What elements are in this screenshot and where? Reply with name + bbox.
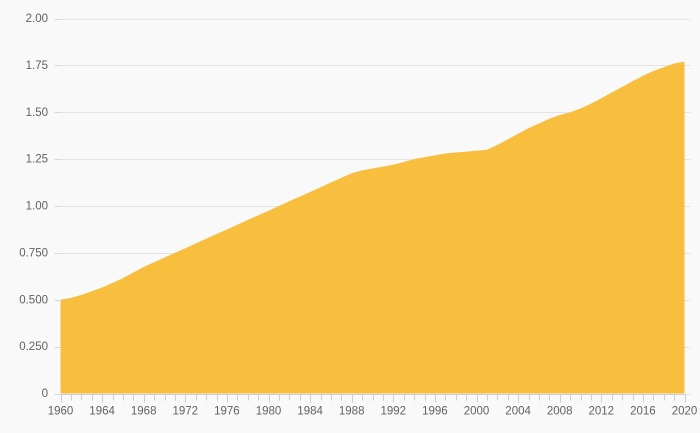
- x-axis-label-2008: 2008: [547, 406, 573, 418]
- x-axis-label-2000: 2000: [464, 406, 490, 418]
- y-axis-label-1.25: 1.25: [26, 154, 48, 166]
- x-axis-label-1992: 1992: [381, 406, 407, 418]
- y-tick-marks-group: [54, 19, 61, 395]
- area-series-group: [60, 61, 685, 394]
- y-axis-label-0: 0: [42, 388, 48, 400]
- area-series-value: [60, 61, 685, 394]
- x-axis-label-1996: 1996: [422, 406, 448, 418]
- y-axis-label-0.500: 0.500: [19, 294, 48, 306]
- x-axis-label-1968: 1968: [131, 406, 157, 418]
- x-axis-label-2016: 2016: [630, 406, 656, 418]
- y-axis-label-2.00: 2.00: [26, 13, 48, 25]
- y-axis-label-0.250: 0.250: [19, 341, 48, 353]
- x-axis-label-1976: 1976: [214, 406, 240, 418]
- y-axis-label-1.00: 1.00: [26, 201, 48, 213]
- y-axis-label-0.750: 0.750: [19, 247, 48, 259]
- x-axis-label-1988: 1988: [339, 406, 365, 418]
- x-axis-label-1960: 1960: [48, 406, 74, 418]
- x-axis-label-1972: 1972: [173, 406, 199, 418]
- x-axis-label-2012: 2012: [589, 406, 615, 418]
- x-axis-label-2020: 2020: [672, 406, 698, 418]
- y-axis-label-1.50: 1.50: [26, 107, 48, 119]
- y-axis-label-1.75: 1.75: [26, 60, 48, 72]
- x-axis-label-2004: 2004: [505, 406, 531, 418]
- x-axis-label-1980: 1980: [256, 406, 282, 418]
- x-axis-label-1964: 1964: [89, 406, 115, 418]
- x-axis-label-1984: 1984: [297, 406, 323, 418]
- x-tick-labels-group: 1960 1964 1968 1972 1976 1980 1984 1988 1992 1996…: [48, 406, 698, 418]
- y-tick-labels-group: 0 0.250 0.500 0.750 1.00 1.25 1.50 1.75 2.00: [19, 13, 48, 400]
- x-axis-group: [60, 394, 686, 403]
